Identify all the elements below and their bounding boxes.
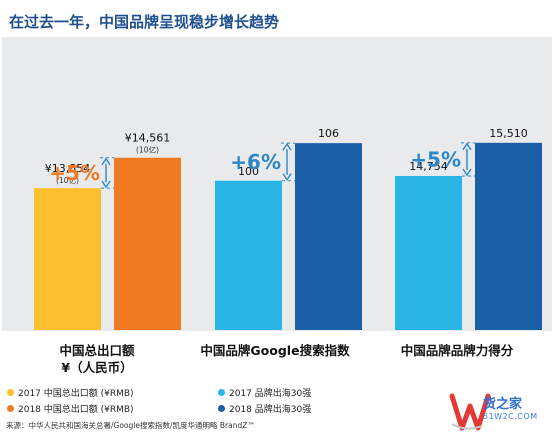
bar-1-2018 <box>114 157 181 330</box>
group-label-line: 中国总出口额 <box>59 343 135 358</box>
legend-swatch <box>7 389 14 396</box>
bar-3-2017 <box>395 175 462 330</box>
watermark-name: 货之家 <box>483 397 523 412</box>
value-label-1-2: ¥14,561 <box>125 132 171 145</box>
group-label-2: 中国品牌Google搜索指数 <box>185 342 365 359</box>
chart-panel: ¥13,854 (10亿) ¥14,561 (10亿) +5% 100 106 +6% 14,7… <box>2 37 552 331</box>
legend-item: 2018 中国总出口额 (¥RMB) <box>7 402 134 415</box>
legend-label: 2017 品牌出海30强 <box>229 389 312 399</box>
watermark-logo-icon <box>449 393 491 431</box>
arrow-head-down-2 <box>282 173 292 182</box>
legend-swatch <box>218 389 225 396</box>
bar-2-2017 <box>215 180 282 330</box>
group-label-line: 中国品牌Google搜索指数 <box>200 343 350 358</box>
legend-label: 2017 中国总出口额 (¥RMB) <box>18 389 134 399</box>
unit-label-1-2: (10亿) <box>136 145 159 155</box>
value-label-2-1: 100 <box>238 165 259 178</box>
arrow-head-up-2 <box>282 142 292 151</box>
legend-swatch <box>218 405 225 412</box>
group-label-line: 中国品牌品牌力得分 <box>400 343 514 358</box>
unit-label-1-1: (10亿) <box>56 175 79 185</box>
arrow-head-up-3 <box>462 142 472 151</box>
arrow-head-up-1 <box>101 157 111 166</box>
value-label-2-2: 106 <box>318 127 339 140</box>
source-note: 来源：中华人民共和国海关总署/Google搜索指数/凯度华通明略 BrandZ™ <box>6 421 255 430</box>
arrow-head-down-3 <box>462 168 472 177</box>
legend-label: 2018 中国总出口额 (¥RMB) <box>18 405 134 415</box>
growth-label-2: +6% <box>230 150 281 174</box>
group-label-1: 中国总出口额 ¥（人民币） <box>7 342 187 376</box>
arrow-head-down-1 <box>101 180 111 189</box>
bar-2-2018 <box>295 143 362 330</box>
legend-label: 2018 品牌出海30强 <box>229 405 312 415</box>
watermark-domain: 51W2C.COM <box>483 412 538 421</box>
value-label-1-1: ¥13,854 <box>45 162 91 175</box>
bar-1-2017 <box>34 188 101 330</box>
legend-item: 2018 品牌出海30强 <box>218 402 311 415</box>
group-label-line: ¥（人民币） <box>61 360 133 375</box>
group-label-3: 中国品牌品牌力得分 <box>367 342 547 359</box>
value-label-3-2: 15,510 <box>489 127 528 140</box>
bar-3-2018 <box>475 142 542 330</box>
page-title: 在过去一年，中国品牌呈现稳步增长趋势 <box>9 13 280 31</box>
legend-item: 2017 品牌出海30强 <box>218 386 311 399</box>
legend-swatch <box>7 405 14 412</box>
growth-label-3: +5% <box>410 147 461 171</box>
growth-label-1: +5% <box>49 161 100 185</box>
value-label-3-1: 14,754 <box>409 160 448 173</box>
legend-item: 2017 中国总出口额 (¥RMB) <box>7 386 134 399</box>
